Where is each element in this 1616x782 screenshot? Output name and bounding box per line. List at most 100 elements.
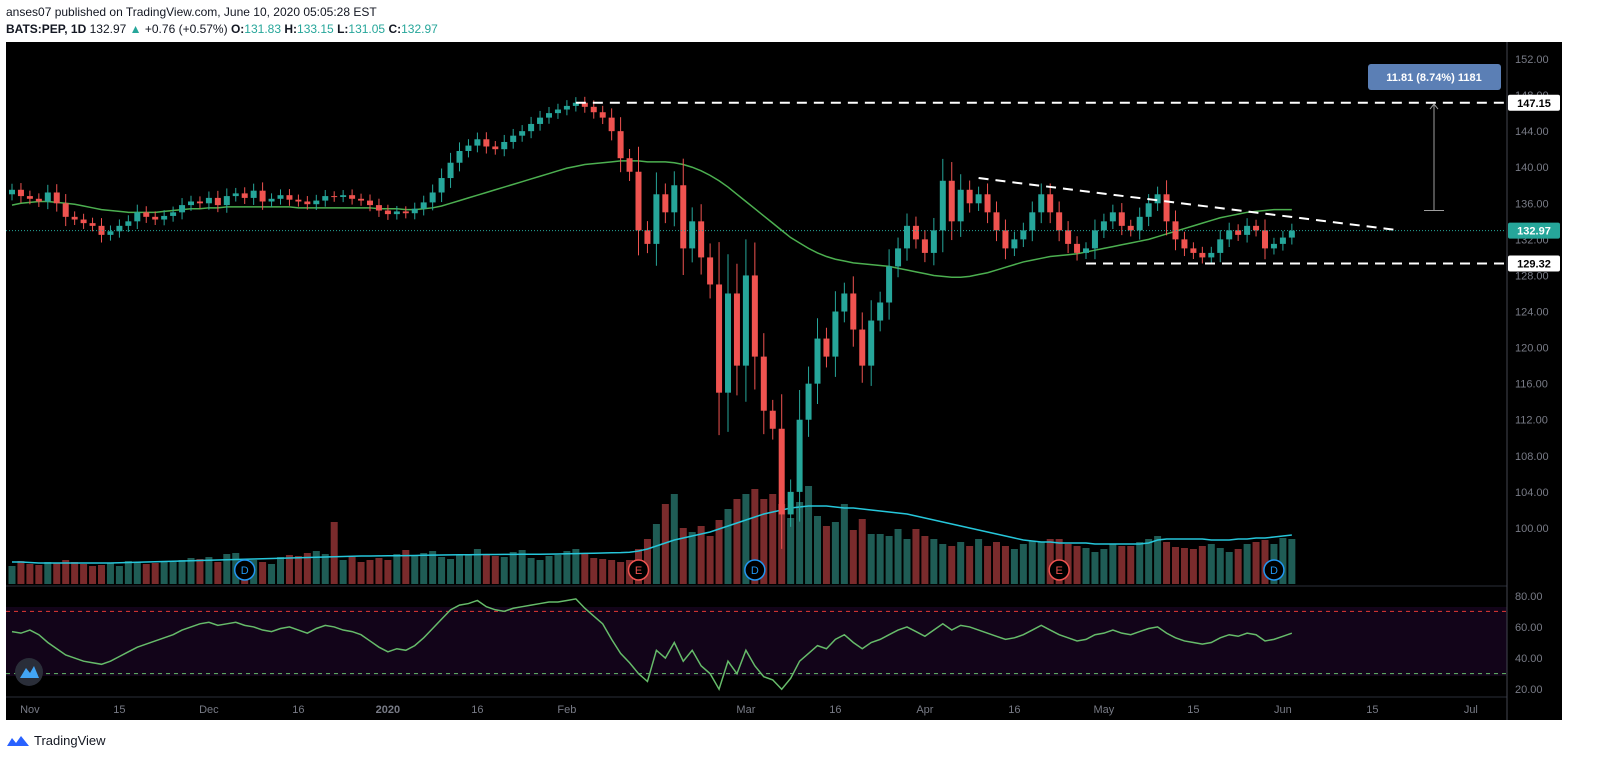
volume-bar (1252, 542, 1260, 584)
volume-bar (733, 499, 741, 584)
volume-bar (1261, 540, 1269, 584)
volume-bar (62, 560, 70, 584)
measure-arrow-icon (1429, 103, 1439, 110)
volume-bar (751, 489, 759, 584)
time-axis-label: Feb (557, 704, 576, 716)
candle-body (823, 338, 830, 357)
candle-body (214, 197, 221, 206)
volume-bar (151, 563, 159, 584)
candle-body (259, 190, 266, 202)
volume-bar (26, 564, 34, 584)
earnings-marker (1048, 559, 1070, 581)
candle-body (832, 311, 839, 357)
event-marker-label: E (635, 565, 642, 577)
candle-body (1011, 239, 1018, 249)
last-price: 132.97 (89, 22, 127, 36)
volume-bar (1198, 546, 1206, 584)
rsi-tick-label: 60.00 (1515, 622, 1543, 634)
candle-body (161, 215, 168, 220)
volume-bar (563, 551, 571, 584)
candle-body (9, 189, 15, 195)
candle-body (349, 195, 356, 199)
time-axis-label: Nov (20, 704, 40, 716)
volume-bar (930, 539, 938, 584)
candle-body (1145, 203, 1152, 217)
tradingview-logo-icon[interactable] (6, 734, 30, 748)
open-value: 131.83 (244, 22, 281, 36)
candle-body (1172, 221, 1179, 240)
candle-body (698, 221, 705, 258)
volume-bar (196, 559, 204, 584)
candle-body (921, 239, 928, 253)
volume-bar (491, 556, 499, 584)
price-tick-label: 120.00 (1515, 343, 1549, 355)
candle-body (268, 198, 275, 202)
price-tick-label: 108.00 (1515, 451, 1549, 463)
low-label: L: (337, 22, 349, 36)
volume-bar (1073, 546, 1081, 584)
time-axis-label: 15 (113, 704, 125, 716)
candle-body (912, 225, 919, 240)
candle-body (787, 491, 794, 515)
volume-bar (1154, 536, 1162, 584)
footer-brand[interactable]: TradingView (34, 733, 106, 748)
candle-body (474, 139, 481, 146)
time-axis-label: 16 (292, 704, 304, 716)
price-tick-label: 128.00 (1515, 270, 1549, 282)
candle-body (707, 257, 714, 285)
volume-bar (608, 560, 616, 584)
dividend-marker (1263, 559, 1285, 581)
candle-body (1181, 239, 1188, 249)
price-tick-label: 144.00 (1515, 126, 1549, 138)
candle-body (590, 106, 597, 113)
high-label: H: (284, 22, 298, 36)
volume-bar (187, 558, 195, 584)
volume-bar (214, 562, 222, 584)
candle-body (1127, 225, 1134, 231)
symbol-label[interactable]: BATS:PEP, 1D (6, 22, 87, 36)
volume-bar (1279, 538, 1287, 584)
volume-bar (652, 524, 660, 584)
volume-bar (178, 560, 186, 584)
volume-bar (509, 552, 517, 584)
candle-body (1020, 230, 1027, 240)
candle-body (554, 109, 561, 114)
volume-bar (921, 536, 929, 584)
candle-body (71, 216, 78, 220)
volume-bar (393, 554, 401, 584)
volume-bar (500, 557, 508, 584)
candle-body (751, 275, 758, 357)
volume-bar (679, 528, 687, 584)
candle-body (841, 293, 848, 312)
candle-body (286, 195, 293, 200)
candle-body (778, 428, 785, 515)
rsi-tick-label: 20.00 (1515, 684, 1543, 696)
volume-bar (688, 532, 696, 584)
volume-bar (80, 564, 88, 584)
candle-body (877, 302, 884, 321)
price-tick-label: 140.00 (1515, 162, 1549, 174)
moving-average-line (11, 160, 1292, 278)
volume-bar (303, 553, 311, 584)
close-label: C: (388, 22, 402, 36)
candle-body (742, 275, 749, 366)
time-axis-label: 16 (829, 704, 841, 716)
time-axis-label: Apr (916, 704, 933, 716)
price-tick-label: 124.00 (1515, 307, 1549, 319)
volume-ma-line (12, 505, 1292, 564)
volume-bar (1037, 542, 1045, 584)
candle-body (689, 221, 696, 249)
volume-bar (115, 566, 123, 584)
candle-body (420, 202, 427, 209)
candle-body (680, 185, 687, 249)
volume-bar (545, 556, 553, 584)
volume-bar (1145, 539, 1153, 584)
candle-body (930, 230, 937, 253)
volume-bar (787, 518, 795, 584)
volume-bar (966, 546, 974, 584)
rsi-tick-label: 80.00 (1515, 591, 1543, 603)
candle-body (519, 131, 526, 136)
volume-bar (205, 557, 213, 584)
candle-body (429, 192, 436, 203)
